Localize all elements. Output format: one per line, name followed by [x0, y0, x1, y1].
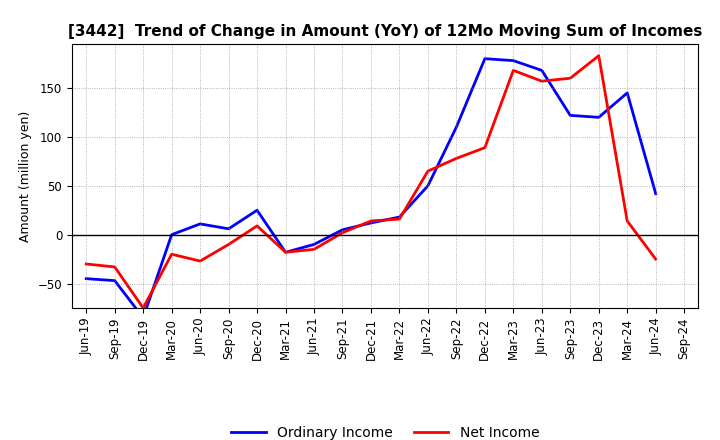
- Ordinary Income: [196, 221, 204, 227]
- Net Income: [366, 218, 375, 224]
- Net Income: [566, 76, 575, 81]
- Net Income: [225, 242, 233, 247]
- Net Income: [253, 223, 261, 228]
- Net Income: [537, 78, 546, 84]
- Ordinary Income: [310, 242, 318, 247]
- Legend: Ordinary Income, Net Income: Ordinary Income, Net Income: [231, 426, 539, 440]
- Title: [3442]  Trend of Change in Amount (YoY) of 12Mo Moving Sum of Incomes: [3442] Trend of Change in Amount (YoY) o…: [68, 24, 703, 39]
- Ordinary Income: [595, 115, 603, 120]
- Net Income: [139, 305, 148, 311]
- Ordinary Income: [82, 276, 91, 281]
- Ordinary Income: [623, 90, 631, 95]
- Ordinary Income: [282, 249, 290, 255]
- Ordinary Income: [366, 220, 375, 226]
- Ordinary Income: [452, 125, 461, 130]
- Y-axis label: Amount (million yen): Amount (million yen): [19, 110, 32, 242]
- Net Income: [509, 68, 518, 73]
- Net Income: [480, 145, 489, 150]
- Ordinary Income: [652, 191, 660, 196]
- Net Income: [196, 258, 204, 264]
- Net Income: [167, 252, 176, 257]
- Net Income: [595, 53, 603, 59]
- Net Income: [395, 216, 404, 222]
- Net Income: [310, 247, 318, 252]
- Ordinary Income: [110, 278, 119, 283]
- Net Income: [82, 261, 91, 267]
- Ordinary Income: [509, 58, 518, 63]
- Ordinary Income: [537, 68, 546, 73]
- Ordinary Income: [167, 232, 176, 237]
- Net Income: [338, 230, 347, 235]
- Ordinary Income: [225, 226, 233, 231]
- Net Income: [452, 156, 461, 161]
- Net Income: [423, 169, 432, 174]
- Ordinary Income: [480, 56, 489, 61]
- Line: Net Income: Net Income: [86, 56, 656, 308]
- Net Income: [282, 249, 290, 255]
- Net Income: [652, 257, 660, 262]
- Ordinary Income: [139, 315, 148, 320]
- Ordinary Income: [395, 214, 404, 220]
- Ordinary Income: [423, 183, 432, 188]
- Ordinary Income: [338, 227, 347, 232]
- Net Income: [623, 218, 631, 224]
- Ordinary Income: [566, 113, 575, 118]
- Ordinary Income: [253, 208, 261, 213]
- Line: Ordinary Income: Ordinary Income: [86, 59, 656, 318]
- Net Income: [110, 264, 119, 270]
